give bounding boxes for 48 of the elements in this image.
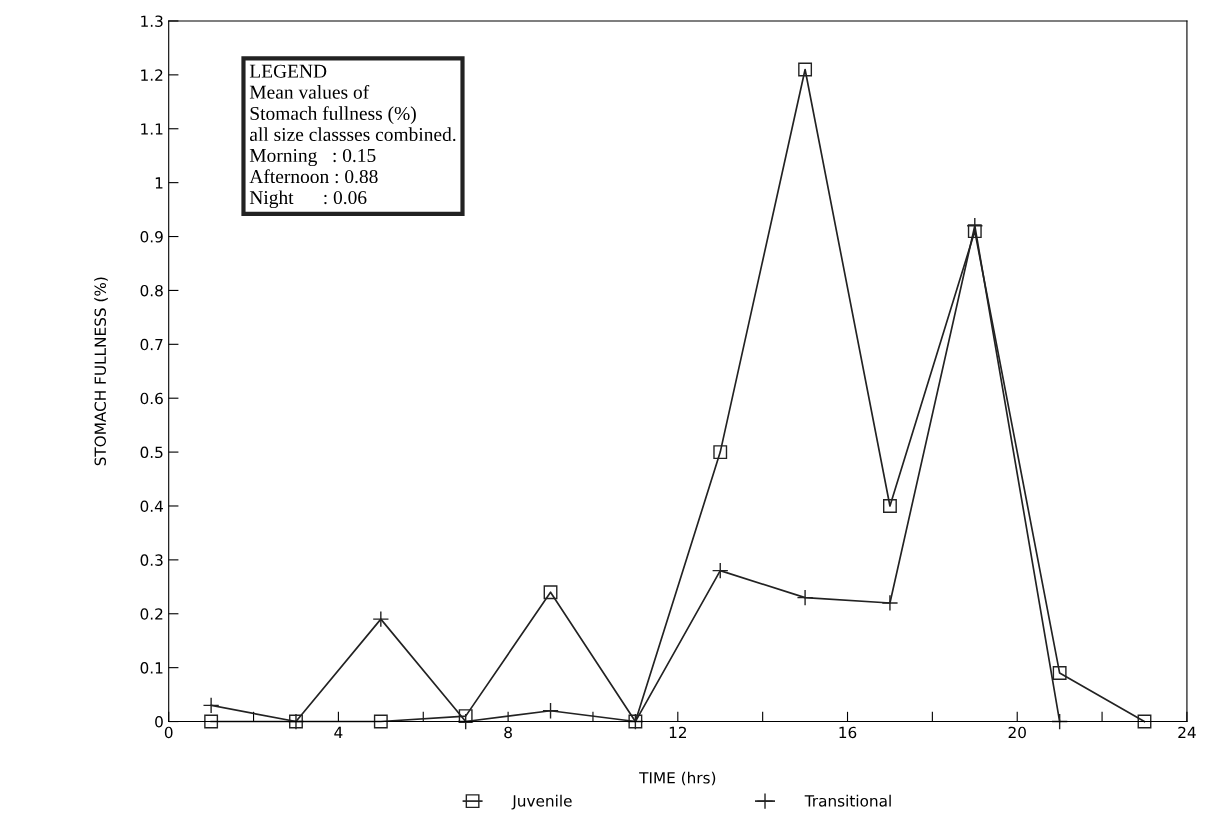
x-tick-label: 4	[334, 726, 343, 739]
point	[711, 562, 729, 579]
y-tick-label: 1.1	[141, 123, 163, 135]
y-tick-label: 1.3	[141, 15, 163, 27]
point	[1052, 666, 1067, 680]
point	[202, 697, 220, 714]
y-tick-label: 0.8	[140, 284, 163, 297]
y-tick-label: 0.4	[140, 500, 163, 512]
annotation: Morning : 0.15	[249, 148, 376, 167]
y-tick-label: 0	[155, 716, 163, 728]
y-axis-title: STOMACH FULLNESS (%)	[94, 277, 108, 466]
point	[881, 594, 899, 612]
x-tick-label: 20	[1008, 726, 1026, 739]
annotation: Mean values of	[249, 84, 370, 99]
point	[798, 62, 813, 77]
point	[882, 499, 897, 513]
point	[204, 714, 219, 729]
annotation: LEGEND	[249, 64, 327, 78]
point	[796, 589, 814, 606]
y-tick-label: 0.5	[140, 446, 163, 459]
point	[967, 224, 982, 239]
x-tick-label: 0	[164, 726, 173, 739]
annotation: all size classses combined.	[249, 127, 456, 142]
y-tick-label: 1	[155, 177, 163, 189]
annotation: Afternoon : 0.88	[249, 169, 378, 184]
y-tick-label: 0.3	[140, 554, 163, 566]
point	[713, 445, 728, 460]
legend-label: Transitional	[804, 794, 891, 807]
y-tick-label: 0.6	[140, 392, 163, 405]
y-tick-label: 0.1	[140, 662, 163, 674]
y-tick-label: 0.2	[140, 608, 163, 620]
x-axis-title: TIME (hrs)	[639, 771, 716, 786]
annotation: Stomach fullness (%)	[250, 106, 416, 124]
x-tick-label: 12	[669, 726, 686, 739]
annotation: Night : 0.06	[249, 190, 367, 209]
x-tick-label: 16	[839, 726, 857, 739]
x-tick-label: 24	[1178, 726, 1196, 739]
point	[372, 610, 390, 628]
y-tick-label: 1.2	[141, 69, 163, 81]
y-tick-label: 0.9	[140, 231, 163, 243]
point	[458, 709, 473, 724]
point	[543, 585, 558, 600]
point	[373, 714, 388, 729]
x-tick-label: 8	[504, 726, 512, 739]
y-tick-label: 0.7	[140, 338, 163, 351]
point	[542, 702, 559, 720]
point	[1137, 714, 1152, 729]
legend-label: Juvenile	[511, 794, 572, 810]
